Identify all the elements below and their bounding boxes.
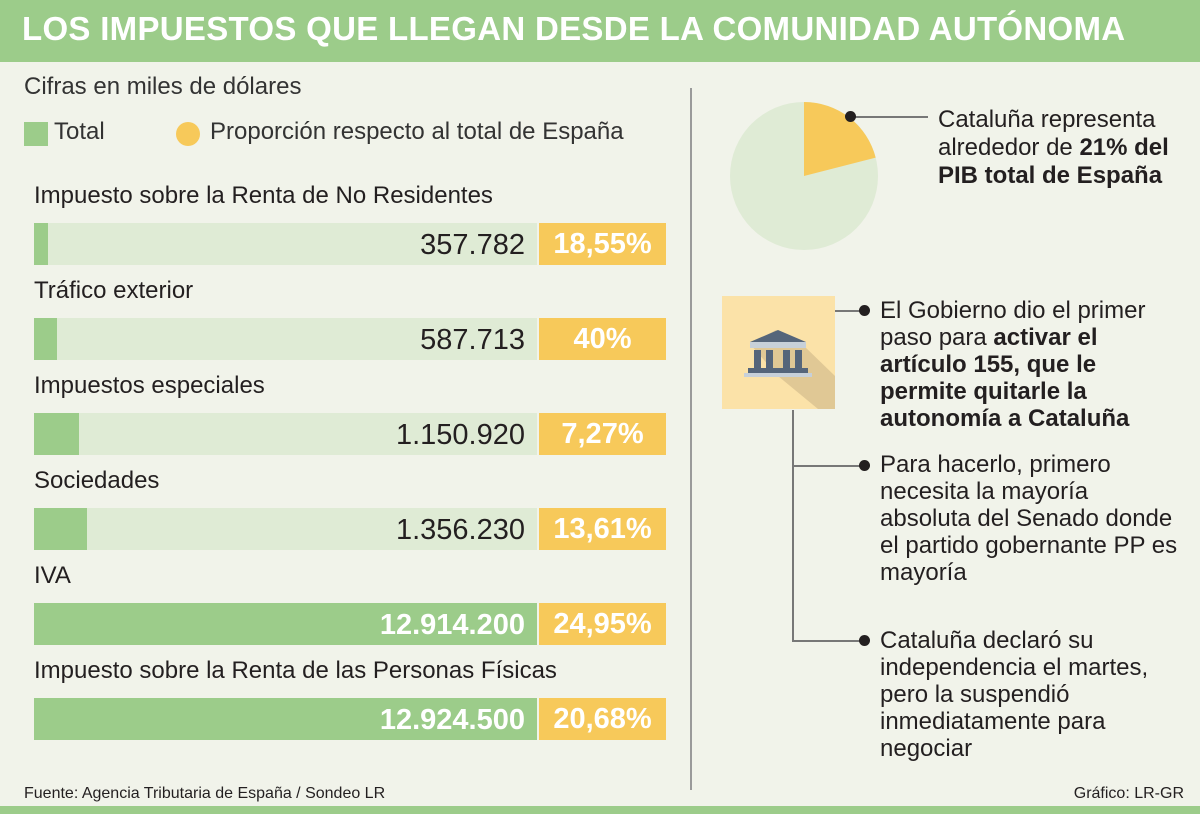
pie-note-highlight: 21% del PIB total de España: [938, 134, 1169, 189]
bar-row: Tráfico exterior 587.713 40%: [34, 265, 666, 360]
timeline-dot: [859, 635, 870, 646]
proportion-label: 18,55%: [539, 223, 666, 265]
footer-bar: [0, 806, 1200, 814]
bar-value-label: 587.713: [420, 324, 525, 356]
pie-slice-cataluna: [804, 102, 876, 176]
bar-total: [34, 318, 57, 360]
icon-column: [754, 350, 761, 368]
timeline-item-text: Cataluña declaró su independencia el mar…: [880, 627, 1149, 762]
timeline-item-highlight: activar el artículo 155, que le permite …: [880, 324, 1130, 432]
bar-row: Impuesto sobre la Renta de No Residentes…: [34, 170, 666, 265]
bar-track: 12.924.500: [34, 698, 537, 740]
timeline-connector: [792, 640, 865, 642]
timeline-dot: [859, 460, 870, 471]
timeline-item-1: El Gobierno dio el primer paso para acti…: [880, 297, 1180, 432]
bar-value-label: 357.782: [420, 229, 525, 261]
bar-row: Impuesto sobre la Renta de las Personas …: [34, 645, 666, 740]
legend-label-total: Total: [54, 118, 105, 145]
timeline-connector: [792, 465, 865, 467]
chart-subtitle: Cifras en miles de dólares: [24, 73, 302, 100]
bar-row: Sociedades 1.356.230 13,61%: [34, 455, 666, 550]
bar-category-label: Sociedades: [34, 467, 160, 494]
legend-label-proportion: Proporción respecto al total de España: [210, 118, 624, 145]
bar-value-label: 1.150.920: [395, 419, 525, 451]
bar-track: 587.713: [34, 318, 537, 360]
legend-swatch-proportion: [176, 122, 200, 146]
timeline-dot: [859, 305, 870, 316]
bar-total: [34, 603, 537, 645]
proportion-label: 40%: [539, 318, 666, 360]
icon-beam: [750, 342, 806, 348]
government-building-icon: [722, 296, 835, 409]
bar-category-label: Tráfico exterior: [34, 277, 194, 304]
page-title: LOS IMPUESTOS QUE LLEGAN DESDE LA COMUNI…: [22, 10, 1126, 47]
proportion-label: 7,27%: [539, 413, 666, 455]
bar-total: [34, 413, 79, 455]
pie-leader-dot: [845, 111, 856, 122]
legend-swatch-total: [24, 122, 48, 146]
icon-column: [766, 350, 773, 368]
icon-column: [795, 350, 802, 368]
timeline-line: [792, 410, 794, 640]
bar-track: 357.782: [34, 223, 537, 265]
bar-category-label: Impuesto sobre la Renta de las Personas …: [34, 657, 557, 684]
pie-chart: [730, 102, 878, 250]
bar-total: [34, 508, 87, 550]
timeline-connector: [835, 310, 865, 312]
timeline-item-text: El Gobierno dio el primer paso para: [880, 297, 1146, 351]
source-note: Fuente: Agencia Tributaria de España / S…: [24, 785, 386, 802]
bar-row: IVA 12.914.200 24,95%: [34, 550, 666, 645]
bar-category-label: Impuestos especiales: [34, 372, 265, 399]
timeline-item-3: Cataluña declaró su independencia el mar…: [880, 627, 1180, 762]
header-banner: LOS IMPUESTOS QUE LLEGAN DESDE LA COMUNI…: [0, 0, 1200, 62]
government-building-graphic: [744, 330, 835, 409]
bar-value-label: 12.924.500: [379, 704, 525, 736]
icon-step: [744, 373, 812, 377]
bar-value-label: 12.914.200: [379, 609, 525, 641]
bar-track: 1.150.920: [34, 413, 537, 455]
bar-category-label: Impuesto sobre la Renta de No Residentes: [34, 182, 493, 209]
bar-total: [34, 698, 537, 740]
graphic-credit: Gráfico: LR-GR: [1073, 785, 1184, 802]
pie-note-text: Cataluña representa alrededor de: [938, 106, 1156, 161]
pie-note: Cataluña representa alrededor de 21% del…: [938, 106, 1183, 190]
timeline-item-2: Para hacerlo, primero necesita la mayorí…: [880, 451, 1180, 586]
proportion-label: 24,95%: [539, 603, 666, 645]
column-divider: [690, 88, 692, 790]
icon-roof: [750, 330, 806, 342]
pie-leader-line: [850, 116, 928, 118]
timeline-item-text: Para hacerlo, primero necesita la mayorí…: [880, 451, 1178, 586]
proportion-label: 20,68%: [539, 698, 666, 740]
bar-value-label: 1.356.230: [395, 514, 525, 546]
icon-base: [748, 368, 808, 373]
bar-total: [34, 223, 48, 265]
proportion-label: 13,61%: [539, 508, 666, 550]
bar-category-label: IVA: [34, 562, 71, 589]
bar-track: 12.914.200: [34, 603, 537, 645]
bar-row: Impuestos especiales 1.150.920 7,27%: [34, 360, 666, 455]
icon-column: [783, 350, 790, 368]
bar-track: 1.356.230: [34, 508, 537, 550]
